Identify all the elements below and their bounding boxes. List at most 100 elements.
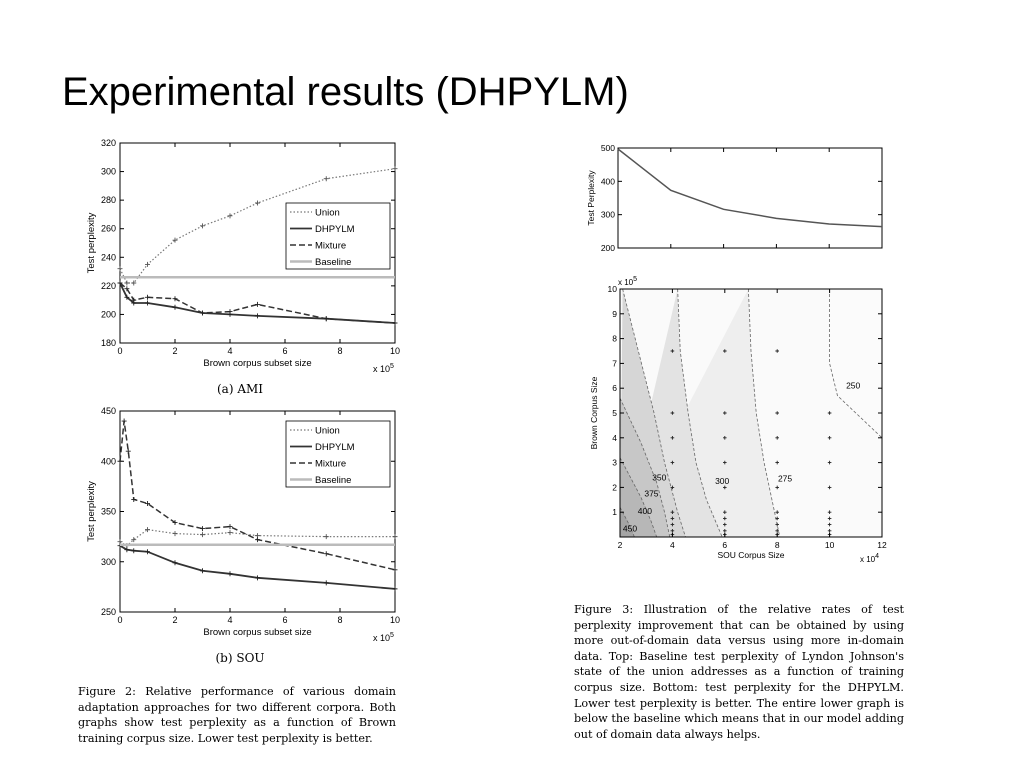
contour-sample-1-4 (723, 510, 727, 514)
contour-sample-2-9 (775, 349, 779, 353)
sou-point-dhpylm-9 (392, 586, 398, 592)
contour-xtick-label-4: 10 (825, 540, 835, 550)
contour-sample-3-8 (827, 411, 832, 415)
sou-x-multiplier-exponent: 5 (390, 632, 394, 639)
sou-series-union (119, 528, 395, 547)
ami-legend-label-dhpylm: DHPYLM (315, 224, 355, 235)
sou-xtick-label-1: 2 (172, 615, 177, 625)
contour-label-275: 275 (778, 474, 792, 484)
sou-point-mixture-6 (200, 526, 205, 532)
contour-xtick-label-0: 2 (618, 540, 623, 550)
contour-y-multiplier-exponent: 5 (633, 276, 637, 283)
contour-sample-2-5 (775, 485, 779, 490)
sou-point-mixture-0 (117, 458, 123, 464)
sou-ylabel: Test perplexity (86, 481, 97, 542)
contour-label-250: 250 (846, 381, 860, 391)
ami-xlabel: Brown corpus subset size (203, 358, 311, 369)
ami-point-dhpylm-1 (124, 294, 130, 300)
subtitle-ami: (a) AMI (216, 382, 264, 396)
ami-point-union-6 (227, 213, 233, 219)
sou-point-union-6 (227, 530, 233, 536)
contour-band-250 (829, 289, 882, 438)
contour-sample-2-2 (775, 522, 779, 527)
contour-ytick-label-5: 6 (612, 383, 617, 393)
contour-band-450 (620, 507, 635, 537)
sou-point-mixture-1 (121, 418, 127, 424)
ami-legend-label-union: Union (315, 208, 340, 219)
contour-band-400 (620, 457, 657, 537)
sou-point-dhpylm-7 (255, 575, 260, 581)
ami-point-union-2 (131, 280, 137, 286)
top-ylabel: Test Perplexity (586, 170, 596, 226)
ami-ytick-label-0: 180 (101, 338, 116, 348)
contour-sample-2-6 (775, 460, 779, 465)
ami-point-mixture-2 (131, 297, 137, 303)
contour-label-350: 350 (652, 472, 666, 482)
sou-legend-label-dhpylm: DHPYLM (315, 442, 355, 453)
contour-sample-1-1 (723, 529, 727, 533)
ami-xtick-label-0: 0 (117, 346, 122, 356)
sou-point-union-4 (172, 531, 178, 537)
ami-point-dhpylm-4 (172, 304, 178, 310)
sou-point-mixture-8 (255, 537, 260, 543)
sou-point-union-8 (323, 534, 329, 540)
sou-point-mixture-2 (125, 448, 131, 454)
contour-sample-2-4 (775, 510, 779, 514)
contour-xtick-label-2: 6 (722, 540, 727, 550)
contour-ytick-label-4: 5 (612, 408, 617, 418)
sou-ytick-label-4: 450 (101, 406, 116, 416)
ami-point-mixture-3 (145, 294, 150, 300)
contour-xtick-label-5: 12 (877, 540, 887, 550)
contour-ylabel: Brown Corpus Size (589, 376, 599, 449)
ami-point-union-0 (117, 266, 123, 272)
sou-point-dhpylm-4 (172, 560, 178, 566)
contour-sample-0-3 (670, 516, 675, 521)
ami-point-union-4 (172, 237, 178, 243)
sou-point-union-3 (145, 527, 150, 533)
sou-x-multiplier: x 105 (373, 632, 394, 643)
contour-sample-3-7 (827, 436, 832, 440)
ami-point-union-8 (323, 176, 329, 182)
ami-ytick-label-5: 280 (101, 195, 116, 205)
ami-series-dhpylm (119, 282, 396, 324)
contour-sample-0-7 (670, 436, 675, 440)
ami-series-mixture (119, 282, 396, 324)
contour-label-400: 400 (638, 506, 652, 516)
ami-point-mixture-9 (392, 320, 398, 326)
top-ytick-label-2: 400 (601, 176, 615, 186)
ami-point-mixture-6 (227, 309, 233, 315)
contour-sample-3-5 (827, 485, 832, 490)
contour-sample-1-5 (723, 485, 727, 490)
ami-point-union-1 (124, 280, 130, 286)
contour-ytick-label-3: 4 (612, 433, 617, 443)
sou-ytick-label-2: 350 (101, 507, 116, 517)
ami-ytick-label-7: 320 (101, 138, 116, 148)
ami-ytick-label-1: 200 (101, 309, 116, 319)
contour-sample-2-8 (775, 411, 779, 415)
sou-point-dhpylm-2 (131, 548, 137, 554)
sou-legend (285, 420, 391, 488)
ami-legend (285, 202, 391, 270)
contour-sample-3-1 (827, 529, 832, 533)
contour-x-multiplier-exponent: 4 (875, 553, 879, 560)
ami-point-union-3 (145, 261, 150, 267)
contour-sample-0-4 (670, 510, 675, 514)
top-plot-frame (617, 147, 883, 249)
sou-ytick-label-3: 400 (101, 456, 116, 466)
sou-point-mixture-7 (227, 524, 233, 530)
top-ytick-label-0: 200 (601, 243, 615, 253)
sou-point-mixture-3 (131, 496, 137, 502)
sou-point-mixture-5 (172, 520, 178, 526)
contour-label-375: 375 (644, 489, 658, 499)
contour-sample-2-3 (775, 516, 779, 521)
sou-xtick-label-3: 6 (282, 615, 287, 625)
sou-xlabel: Brown corpus subset size (203, 627, 311, 638)
contour-label-300: 300 (715, 476, 729, 486)
ami-point-mixture-5 (200, 310, 205, 316)
contour-ytick-label-0: 1 (612, 507, 617, 517)
contour-label-450: 450 (623, 523, 637, 533)
sou-legend-label-mixture: Mixture (315, 459, 346, 470)
top-ytick-label-3: 500 (601, 143, 615, 153)
sou-legend-label-union: Union (315, 426, 340, 437)
